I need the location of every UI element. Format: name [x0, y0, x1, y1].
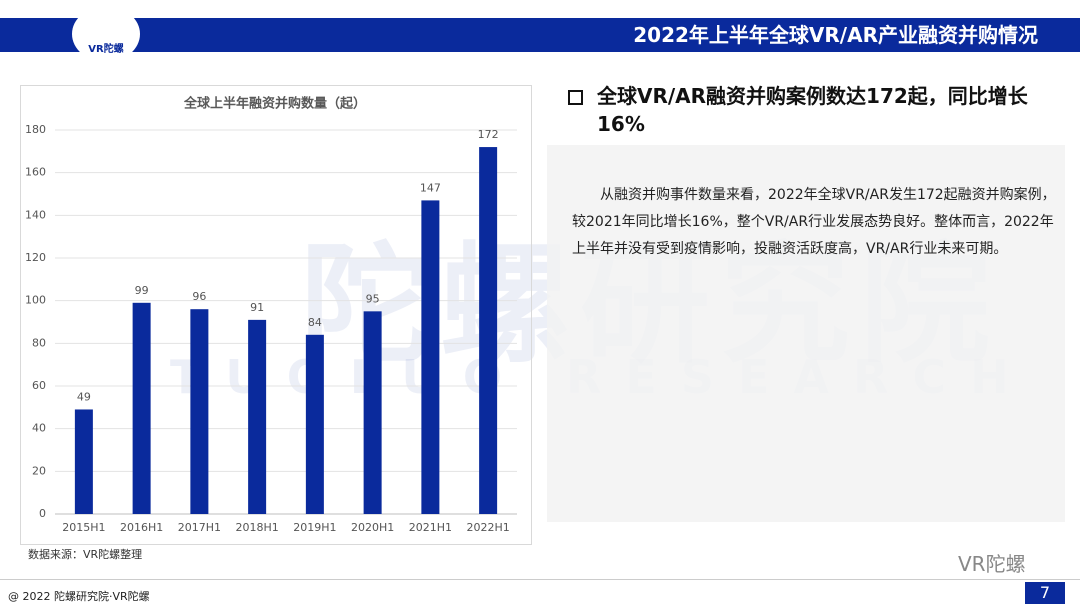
bar — [190, 309, 209, 514]
data-label: 99 — [135, 284, 149, 297]
x-tick-label: 2020H1 — [351, 521, 394, 534]
bar — [248, 319, 267, 514]
x-tick-label: 2022H1 — [466, 521, 509, 534]
chart: 全球上半年融资并购数量（起） 0 20 40 60 80 100 120 140 160 180 2… — [25, 96, 517, 534]
chart-frame — [20, 85, 532, 545]
paragraph: 从融资并购事件数量来看，2022年全球VR/AR发生172起融资并购案例，较20… — [572, 187, 1056, 257]
wechat-label: VR陀螺 — [958, 552, 1026, 576]
bar — [305, 334, 324, 514]
footer-line — [0, 579, 1080, 580]
y-tick-label: 120 — [25, 251, 46, 264]
header-bar — [0, 18, 1080, 52]
y-tick-label: 20 — [32, 464, 46, 477]
text-box — [547, 145, 1065, 522]
page-number: 7 — [1025, 582, 1065, 604]
y-tick-label: 100 — [25, 294, 46, 307]
data-label: 96 — [192, 290, 206, 303]
x-tick-label: 2016H1 — [120, 521, 163, 534]
header-title: 2022年上半年全球VR/AR产业融资并购情况 — [633, 23, 1038, 47]
footer-copyright: @ 2022 陀螺研究院·VR陀螺 — [8, 590, 150, 603]
logo-text: VR陀螺 — [88, 44, 124, 55]
x-tick-label: 2019H1 — [293, 521, 336, 534]
source-note: 数据来源：VR陀螺整理 — [28, 548, 143, 561]
y-tick-label: 40 — [32, 422, 46, 435]
y-tick-label: 160 — [25, 166, 46, 179]
section-heading: 全球VR/AR融资并购案例数达172起，同比增长16% — [597, 84, 1028, 136]
data-label: 172 — [478, 128, 499, 141]
y-tick-label: 180 — [25, 123, 46, 136]
bullet — [568, 90, 583, 105]
y-tick-label: 80 — [32, 336, 46, 349]
bar — [74, 409, 93, 514]
y-tick-label: 60 — [32, 379, 46, 392]
data-label: 49 — [77, 390, 91, 403]
x-tick-label: 2018H1 — [235, 521, 278, 534]
data-label: 91 — [250, 301, 264, 314]
x-tick-label: 2021H1 — [409, 521, 452, 534]
y-tick-label: 0 — [39, 507, 46, 520]
bar — [363, 311, 382, 514]
x-tick-label: 2017H1 — [178, 521, 221, 534]
y-tick-label: 140 — [25, 208, 46, 221]
bar — [479, 147, 498, 515]
bar — [421, 200, 440, 514]
data-label: 84 — [308, 316, 322, 329]
logo — [72, 6, 140, 62]
chart-title: 全球上半年融资并购数量（起） — [183, 96, 366, 112]
bar — [132, 302, 151, 514]
data-label: 147 — [420, 181, 441, 194]
data-label: 95 — [366, 292, 380, 305]
x-tick-label: 2015H1 — [62, 521, 105, 534]
